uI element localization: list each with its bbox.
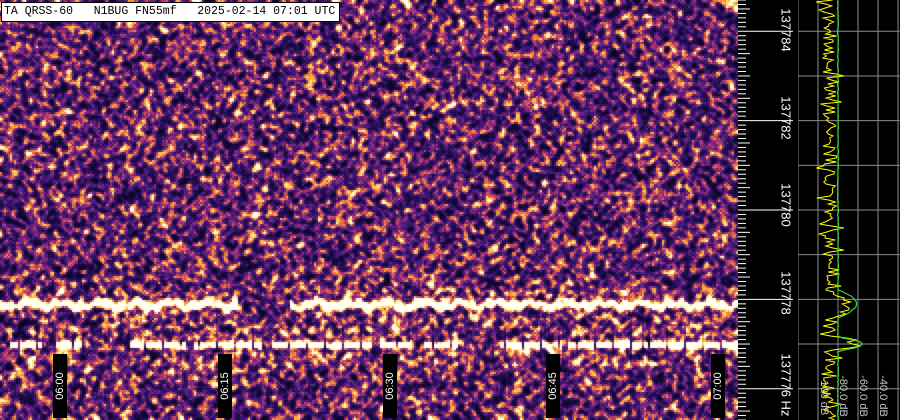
freq-tick-137776: 137776 Hz [778, 353, 794, 417]
freq-label: 137776 Hz [778, 350, 794, 420]
time-label: 06:00 [53, 354, 67, 418]
freq-label: 137782 [778, 88, 794, 148]
grabber-title: TA QRSS-60 N1BUG FN55mf 2025-02-14 07:01… [1, 2, 341, 22]
instant-spectrum-line [815, 0, 862, 420]
db-label: -60.0 dB [856, 372, 870, 420]
db-tick-40: -40.0 dB [877, 375, 889, 417]
time-label: 07:00 [711, 354, 725, 418]
freq-label: 137778 [778, 263, 794, 323]
db-tick-80: -80.0 dB [837, 375, 849, 417]
freq-tick-137782: 137782 [778, 96, 794, 140]
time-label: 06:30 [383, 354, 397, 418]
frequency-axis: 137784 137782 137780 137778 137776 Hz [738, 0, 798, 420]
freq-label: 137784 [778, 0, 794, 60]
time-label: 06:45 [546, 354, 560, 418]
average-spectrum-line [836, 0, 864, 420]
db-tick-100: -100 dB [818, 376, 830, 416]
freq-tick-137784: 137784 [778, 8, 794, 52]
time-label: 06:15 [218, 354, 232, 418]
freq-tick-137780: 137780 [778, 183, 794, 227]
db-label: -40.0 dB [876, 372, 890, 420]
time-tick-0645: 06:45 [547, 372, 559, 400]
freq-tick-137778: 137778 [778, 271, 794, 315]
spectrum-panel: -100 dB -80.0 dB -60.0 dB -40.0 dB [798, 0, 900, 420]
db-label: -100 dB [817, 372, 831, 420]
time-tick-0600: 06:00 [54, 372, 66, 400]
time-tick-0615: 06:15 [219, 372, 231, 400]
waterfall-spectrogram [0, 0, 738, 420]
db-label: -80.0 dB [836, 372, 850, 420]
time-tick-0630: 06:30 [384, 372, 396, 400]
db-tick-60: -60.0 dB [857, 375, 869, 417]
freq-label: 137780 [778, 175, 794, 235]
time-tick-0700: 07:00 [712, 372, 724, 400]
spectrum-plot [798, 0, 900, 420]
frequency-ticks [738, 0, 793, 420]
